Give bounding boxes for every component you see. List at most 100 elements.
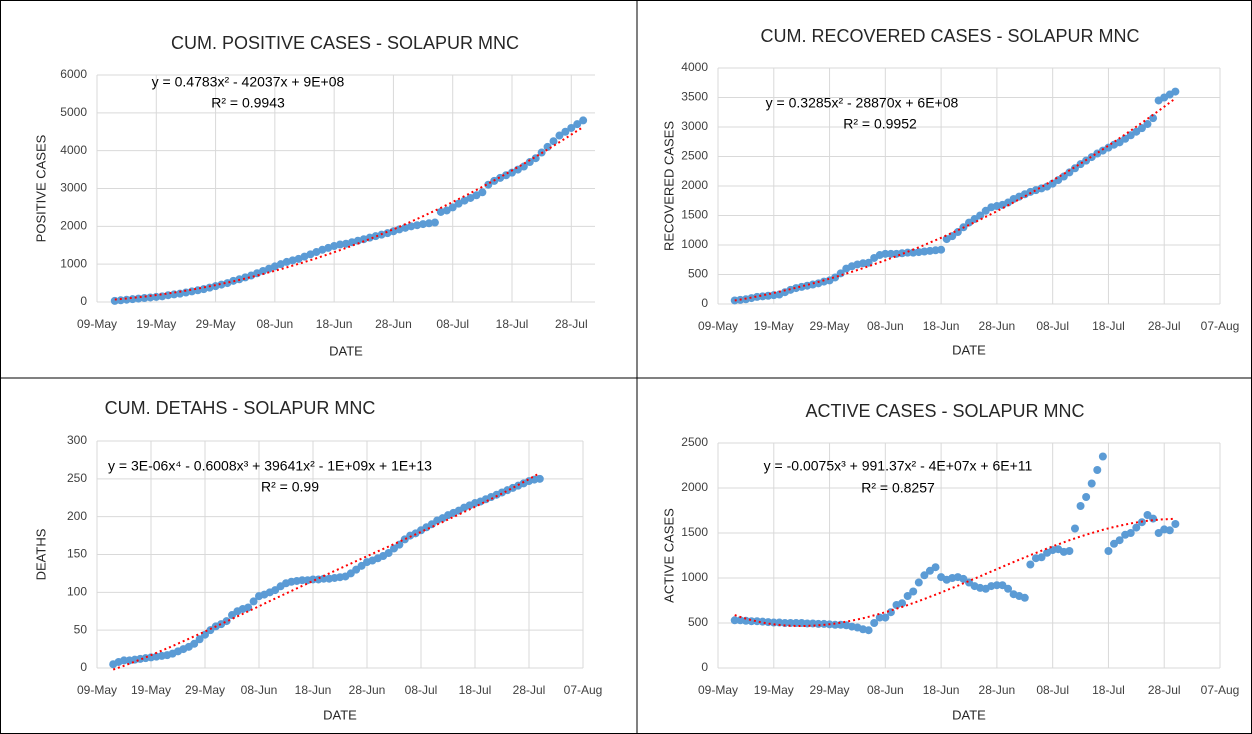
data-point — [937, 245, 946, 254]
data-point — [1149, 514, 1158, 523]
data-point — [407, 222, 416, 231]
x-axis-title: DATE — [329, 343, 363, 358]
annotation: y = 0.3285x² - 28870x + 6E+08 — [766, 95, 959, 111]
x-tick-label: 28-Jun — [979, 319, 1016, 333]
data-point — [122, 295, 131, 304]
x-axis-title: DATE — [323, 707, 357, 722]
data-point — [152, 292, 161, 301]
data-point — [1070, 524, 1079, 533]
y-tick-label: 300 — [67, 433, 87, 447]
x-tick-label: 29-May — [185, 683, 225, 697]
y-tick-label: 3500 — [681, 90, 708, 104]
y-tick-label: 1500 — [681, 525, 708, 539]
chart-title: CUM. RECOVERED CASES - SOLAPUR MNC — [760, 26, 1139, 46]
data-point — [579, 116, 588, 125]
annotation: y = -0.0075x³ + 991.37x² - 4E+07x + 6E+1… — [764, 458, 1033, 474]
data-point — [1143, 120, 1152, 129]
annotation: y = 3E-06x⁴ - 0.6008x³ + 39641x² - 1E+09… — [108, 458, 432, 474]
data-point — [1137, 124, 1146, 133]
y-tick-label: 1500 — [681, 208, 708, 222]
x-tick-label: 18-Jun — [923, 319, 960, 333]
x-tick-label: 19-May — [136, 317, 176, 331]
trendline — [112, 472, 541, 671]
x-tick-label: 09-May — [77, 317, 117, 331]
data-point — [454, 199, 463, 208]
data-point — [549, 137, 558, 146]
data-point — [176, 289, 184, 298]
annotation: R² = 0.9952 — [843, 116, 917, 132]
data-point — [195, 635, 204, 644]
x-tick-label: 28-Jul — [1148, 683, 1181, 697]
y-tick-label: 0 — [80, 660, 87, 674]
data-point — [181, 288, 190, 297]
y-axis-title: DEATHS — [33, 528, 48, 580]
data-point — [786, 619, 795, 627]
y-tick-label: 500 — [688, 267, 708, 281]
data-point — [730, 616, 739, 625]
chart-title: CUM. DETAHS - SOLAPUR MNC — [105, 398, 376, 418]
y-tick-label: 5000 — [60, 105, 87, 119]
data-point — [535, 474, 544, 483]
x-tick-label: 28-Jul — [1148, 319, 1181, 333]
trendline — [114, 126, 584, 301]
data-point — [992, 581, 1001, 590]
data-point — [886, 249, 895, 258]
annotation: y = 0.4783x² - 42037x + 9E+08 — [152, 74, 345, 90]
y-tick-label: 2500 — [681, 435, 708, 449]
data-point — [831, 620, 840, 629]
x-tick-label: 28-Jul — [513, 683, 546, 697]
y-tick-label: 3000 — [60, 181, 87, 195]
trendline — [734, 517, 1176, 627]
data-point — [555, 131, 564, 140]
y-tick-label: 2000 — [681, 178, 708, 192]
data-point — [903, 248, 912, 257]
chart-title: CUM. POSITIVE CASES - SOLAPUR MNC — [171, 33, 519, 53]
x-tick-label: 08-Jul — [436, 317, 469, 331]
data-point — [384, 548, 393, 557]
data-point — [472, 191, 481, 200]
data-point — [1065, 168, 1074, 177]
data-point — [1171, 520, 1180, 528]
data-point — [1037, 553, 1046, 562]
data-point — [920, 571, 929, 580]
x-tick-label: 08-Jun — [241, 683, 278, 697]
y-tick-label: 2000 — [681, 480, 708, 494]
y-tick-label: 2000 — [60, 219, 87, 233]
y-tick-label: 2500 — [681, 149, 708, 163]
y-axis-title: ACTIVE CASES — [661, 508, 676, 603]
y-tick-label: 200 — [67, 509, 87, 523]
y-tick-label: 1000 — [681, 570, 708, 584]
y-tick-label: 500 — [688, 615, 708, 629]
data-point — [1026, 560, 1035, 569]
y-axis-title: POSITIVE CASES — [33, 134, 48, 242]
data-point — [769, 618, 778, 627]
data-point — [914, 578, 923, 587]
x-tick-label: 08-Jul — [405, 683, 438, 697]
x-tick-label: 29-May — [810, 319, 850, 333]
data-point — [442, 206, 451, 215]
data-point — [1115, 536, 1124, 545]
y-tick-label: 4000 — [681, 60, 708, 74]
x-axis-title: DATE — [952, 342, 986, 357]
data-point — [543, 142, 552, 151]
y-tick-label: 250 — [67, 471, 87, 485]
x-tick-label: 28-Jun — [349, 683, 386, 697]
data-point — [1070, 164, 1079, 173]
data-point — [430, 218, 439, 227]
y-tick-label: 1000 — [60, 256, 87, 270]
data-point — [116, 296, 125, 305]
data-point — [425, 219, 433, 228]
y-tick-label: 6000 — [60, 67, 87, 81]
x-tick-label: 18-Jun — [295, 683, 332, 697]
x-tick-label: 28-Jun — [979, 683, 1016, 697]
chart-title: ACTIVE CASES - SOLAPUR MNC — [805, 401, 1084, 421]
data-point — [780, 619, 789, 627]
data-point — [508, 168, 516, 177]
data-point — [1065, 547, 1074, 555]
data-point — [448, 203, 457, 212]
x-tick-label: 18-Jul — [459, 683, 492, 697]
data-point — [1020, 593, 1029, 602]
data-point — [1171, 87, 1180, 96]
